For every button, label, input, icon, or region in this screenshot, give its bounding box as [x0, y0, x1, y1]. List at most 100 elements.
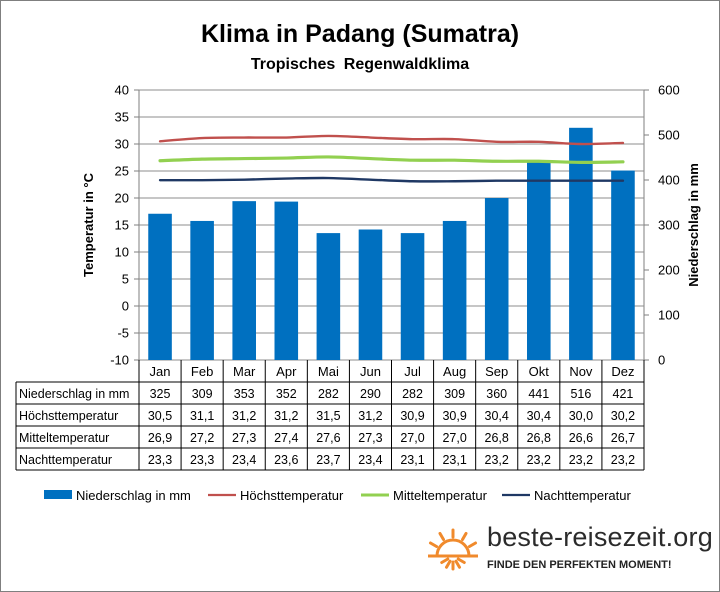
- precipitation-bar: [358, 229, 383, 360]
- table-cell: 23,2: [611, 453, 635, 467]
- table-cell: 23,2: [485, 453, 509, 467]
- sun-icon: [428, 528, 478, 571]
- chart-subtitle: Tropisches Regenwaldklima: [250, 56, 470, 73]
- category-label: Apr: [276, 364, 297, 379]
- category-label: Mar: [233, 364, 256, 379]
- category-label: Jun: [360, 364, 381, 379]
- table-cell: 30,9: [442, 409, 466, 423]
- table-cell: 309: [192, 387, 213, 401]
- precipitation-bar: [148, 213, 172, 360]
- category-label: Feb: [191, 364, 213, 379]
- table-cell: 290: [360, 387, 381, 401]
- table-cell: 30,4: [527, 409, 551, 423]
- chart-title: Klima in Padang (Sumatra): [200, 20, 520, 48]
- brand-name[interactable]: beste-reisezeit.org: [487, 522, 713, 552]
- sun-ray: [461, 531, 468, 542]
- left-tick-label: 40: [115, 83, 129, 98]
- table-cell: 27,0: [400, 431, 424, 445]
- brand-slogan: FINDE DEN PERFEKTEN MOMENT!: [487, 559, 672, 571]
- table-cell: 27,0: [442, 431, 466, 445]
- sun-ray: [445, 559, 452, 569]
- left-tick-label: -5: [117, 326, 129, 341]
- table-cell: 27,2: [190, 431, 214, 445]
- table-cell: 30,9: [400, 409, 424, 423]
- series-line: [158, 134, 625, 146]
- right-tick-label: 500: [658, 128, 680, 143]
- sun-ray: [438, 531, 445, 542]
- table-cell: 282: [402, 387, 423, 401]
- table-cell: 23,7: [316, 453, 340, 467]
- category-label: Sep: [485, 364, 508, 379]
- series-line: [158, 155, 625, 164]
- left-tick-label: 35: [115, 110, 129, 125]
- table-row-label: Niederschlag in mm: [19, 387, 129, 401]
- precipitation-bar: [190, 220, 214, 360]
- table-row-label: Höchsttemperatur: [19, 409, 118, 423]
- table-cell: 421: [613, 387, 634, 401]
- table-cell: 26,9: [148, 431, 172, 445]
- table-cell: 31,2: [274, 409, 298, 423]
- right-tick-label: 0: [658, 353, 665, 368]
- table-cell: 26,8: [485, 431, 509, 445]
- table-cell: 23,2: [569, 453, 593, 467]
- table-cell: 23,6: [274, 453, 298, 467]
- table-row-label: Mitteltemperatur: [19, 431, 109, 445]
- right-tick-label: 200: [658, 263, 680, 278]
- category-label: Dez: [611, 364, 634, 379]
- category-label: Jan: [150, 364, 171, 379]
- table-cell: 353: [234, 387, 255, 401]
- table-row-label: Nachttemperatur: [19, 453, 112, 467]
- table-cell: 352: [276, 387, 297, 401]
- sun-ray: [440, 557, 450, 564]
- series-line: [158, 176, 625, 183]
- left-axis-label: Temperatur in °C: [81, 172, 96, 277]
- right-tick-label: 600: [658, 83, 680, 98]
- table-cell: 441: [528, 387, 549, 401]
- legend-label: Nachttemperatur: [534, 488, 631, 503]
- left-tick-label: 20: [115, 191, 129, 206]
- right-tick-label: 400: [658, 173, 680, 188]
- category-label: Aug: [443, 364, 466, 379]
- table-cell: 30,4: [485, 409, 509, 423]
- precipitation-bar: [527, 161, 551, 360]
- table-cell: 360: [486, 387, 507, 401]
- sun-ray: [456, 557, 466, 564]
- table-cell: 27,3: [358, 431, 382, 445]
- table-cell: 23,3: [190, 453, 214, 467]
- table-cell: 26,7: [611, 431, 635, 445]
- left-tick-label: 25: [115, 164, 129, 179]
- table-cell: 309: [444, 387, 465, 401]
- table-cell: 31,1: [190, 409, 214, 423]
- table-cell: 27,3: [232, 431, 256, 445]
- precipitation-bar: [569, 127, 593, 360]
- precipitation-bar: [274, 201, 299, 360]
- table-cell: 23,4: [232, 453, 256, 467]
- category-label: Okt: [529, 364, 550, 379]
- table-cell: 26,8: [527, 431, 551, 445]
- category-label: Nov: [569, 364, 593, 379]
- left-tick-label: -10: [110, 353, 129, 368]
- table-cell: 30,2: [611, 409, 635, 423]
- precipitation-bar: [400, 233, 425, 360]
- category-label: Jul: [404, 364, 421, 379]
- table-cell: 31,5: [316, 409, 340, 423]
- left-tick-label: 30: [115, 137, 129, 152]
- right-axis-label: Niederschlag in mm: [686, 163, 701, 287]
- legend-label: Mitteltemperatur: [393, 488, 488, 503]
- precipitation-bar: [611, 170, 635, 360]
- table-cell: 23,4: [358, 453, 382, 467]
- legend-swatch: [44, 490, 72, 499]
- table-cell: 26,6: [569, 431, 593, 445]
- legend-label: Niederschlag in mm: [76, 488, 191, 503]
- category-label: Mai: [318, 364, 339, 379]
- precipitation-bar: [232, 201, 256, 360]
- left-tick-label: 15: [115, 218, 129, 233]
- table-cell: 23,1: [400, 453, 424, 467]
- table-cell: 31,2: [232, 409, 256, 423]
- left-tick-label: 5: [122, 272, 129, 287]
- legend-label: Höchsttemperatur: [240, 488, 344, 503]
- table-cell: 27,4: [274, 431, 298, 445]
- sun-ray: [454, 559, 461, 569]
- precipitation-bar: [316, 233, 341, 360]
